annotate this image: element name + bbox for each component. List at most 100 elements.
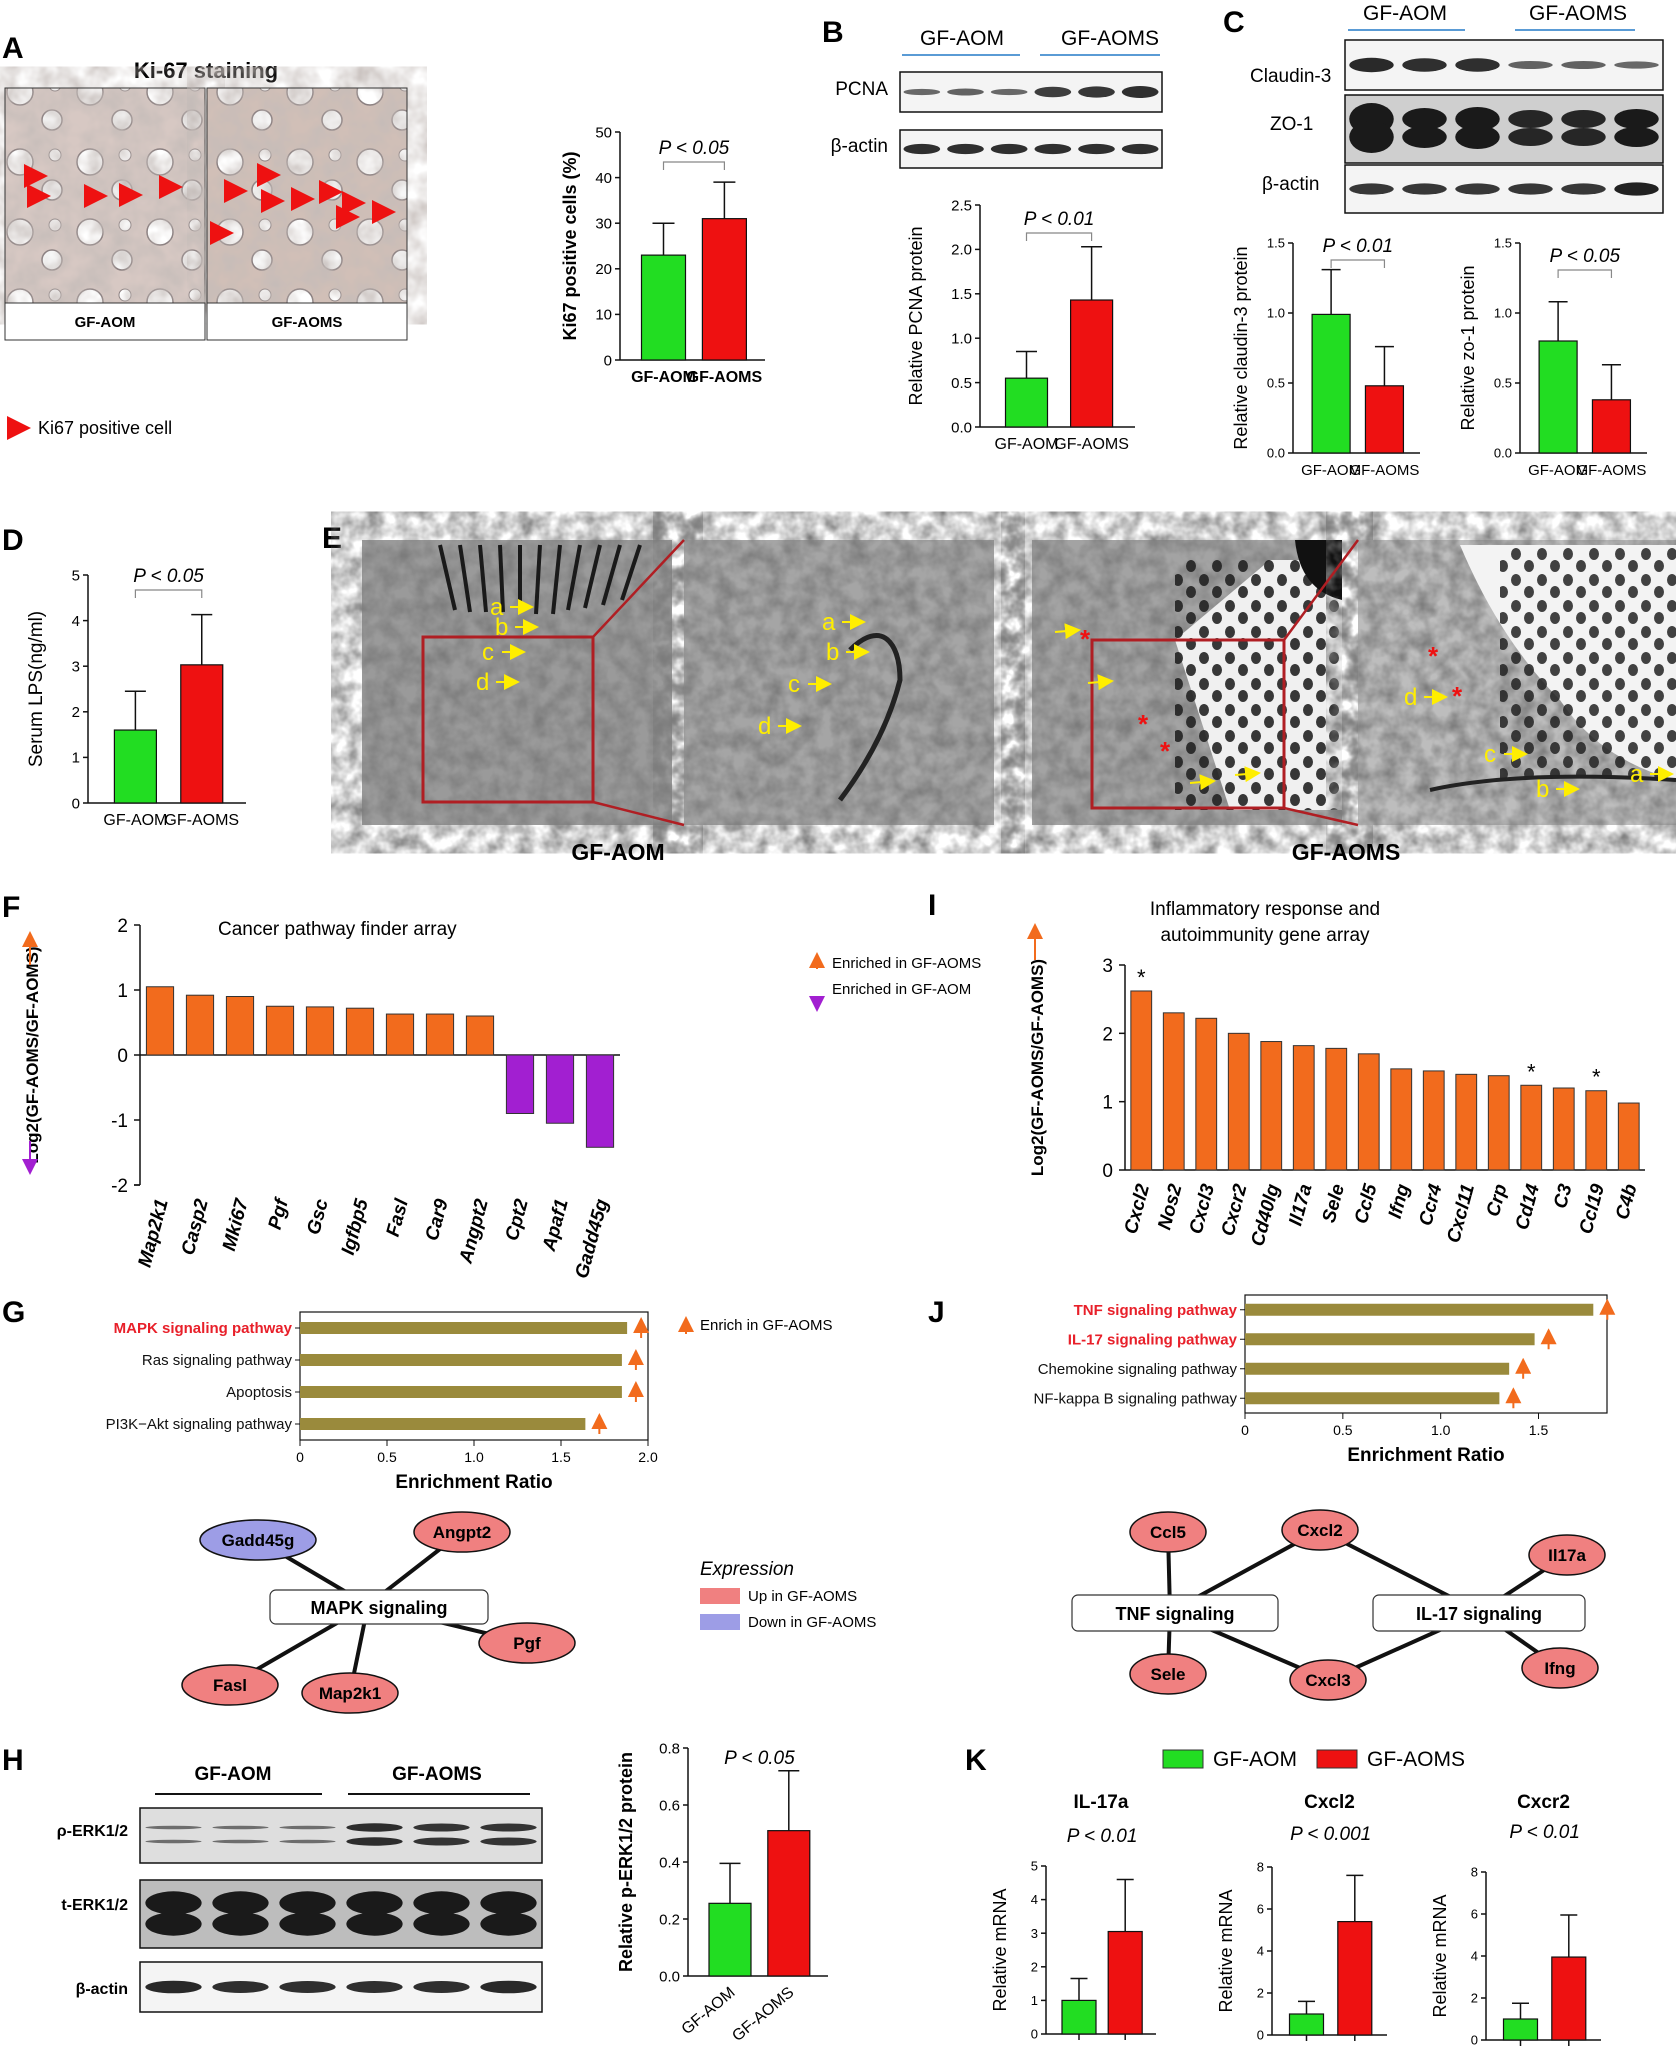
y-tick-label: 1 [72,750,80,767]
blot-band [212,1981,269,1993]
blot-band [145,1839,202,1844]
blot-band [1349,183,1394,195]
enrichment-bar [300,1322,628,1334]
inflammatory-title-line2: autoimmunity gene array [1160,925,1370,946]
blot-band [346,1823,403,1832]
x-tick-label: 0.5 [377,1449,397,1465]
network-node [1129,1653,1207,1695]
significance-bracket [1025,232,1093,241]
em-image-gf-aoms-high [1358,540,1676,825]
x-tick-label: Cpt2 [502,1196,533,1243]
western-blot-c [1344,39,1664,214]
pathway-label: MAPK signaling pathway [114,1320,293,1337]
zo1-bar-chart: 0.0 0.5 1.0 1.5 Relative zo-1 protein GF-AOMG… [1458,236,1647,479]
blot-band [413,1981,470,1993]
legend-enriched-aoms: Enriched in GF-AOMS [832,955,981,972]
y-tick-label: 1.5 [951,286,972,303]
blot-strip [139,1807,543,1864]
bar-cxcr2 [1227,1032,1250,1171]
blot-band [279,1839,336,1844]
blot-band [1455,58,1500,72]
network-hub-label: IL-17 signaling [1416,1604,1542,1624]
bar-gf-aom [708,1902,752,1977]
blot-band [1614,109,1659,129]
y-axis-label: Relative mRNA [1430,1894,1450,2017]
panel-j: J 0 0.5 1.0 1.5 Enrichment Ratio TNF signalin… [928,1294,1616,1701]
bar-ccr4 [1422,1070,1445,1171]
y-tick-label: 1.0 [1267,306,1285,321]
y-axis-label: Serum LPS(ng/ml) [26,611,47,767]
y-tick-label: 2.5 [951,197,972,214]
histology-image-right [206,87,408,304]
x-tick-label: GF-AOM [995,436,1059,453]
em-letter-d: d [476,669,489,696]
x-tick-label: Ccl19 [1576,1181,1610,1236]
bar-ccl5 [1357,1053,1380,1171]
blot-band [145,1891,202,1915]
yellow-arrow-icon [1234,766,1261,783]
x-tick-label: 1.0 [464,1449,484,1465]
y-tick-label: 0 [1257,2028,1264,2043]
x-tick-label: Apaf1 [539,1197,573,1254]
blot-band [1561,110,1606,128]
blot-band [480,1823,537,1832]
x-tick-label: Fasl [383,1196,413,1239]
bar-mki67 [225,996,255,1056]
bar-gf-aoms [1069,299,1114,428]
em-letter-c: c [482,639,494,666]
network-node [199,1519,317,1561]
panel-label-i: I [928,889,936,922]
x-tick-label: Pgf [265,1195,294,1232]
network-node-label: Fasl [213,1676,247,1695]
network-node [301,1672,399,1714]
blot-band [1034,143,1072,155]
network-hub-label: TNF signaling [1116,1604,1235,1624]
y-tick-label: 1 [117,981,128,1002]
network-node [1521,1647,1599,1689]
x-tick-label: GF-AOM [103,812,167,829]
x-tick-label: Angpt2 [455,1196,493,1266]
blot-band [1455,107,1500,131]
blot-strip [139,1961,543,2013]
em-letter-d: d [1404,684,1417,711]
y-tick-label: 0 [604,352,612,369]
blot-strip [899,71,1163,113]
y-tick-label: 1.5 [1267,236,1285,251]
panel-label-g: G [2,1296,25,1329]
y-tick-label: 0.4 [659,1854,680,1871]
western-blot-b [899,71,1163,169]
x-tick-label: Ccl5 [1351,1181,1382,1226]
y-tick-label: 2 [117,916,128,937]
panel-c: C GF-AOM GF-AOMS Claudin-3 ZO-1 β-actin … [1223,2,1664,479]
blot-band [480,1912,537,1936]
x-tick-label: GF-AOM [1301,462,1361,479]
svg-text:*: * [1452,681,1463,711]
p-value: P < 0.05 [659,138,730,159]
y-tick-label: 4 [1031,1892,1038,1907]
network-node [1129,1511,1207,1553]
caption-gf-aom-a: GF-AOM [75,314,136,331]
x-tick-label: Crp [1483,1182,1512,1219]
plot-frame [1244,1294,1608,1414]
y-tick-label: 0 [117,1046,128,1067]
x-tick-label: GF-AOMS [729,1984,797,2045]
y-tick-label: 0 [72,795,80,812]
chart-title: Cxcl2 [1304,1792,1355,1813]
blot-band [279,1981,336,1993]
network-node-label: Pgf [513,1634,541,1653]
bar-igfbp5 [345,1007,375,1056]
network-node [181,1664,279,1706]
significance-bracket [134,589,203,598]
bar-gf-aom [113,729,158,804]
blot-band [1402,126,1447,148]
bar-casp2 [185,994,215,1056]
blot-band [413,1823,470,1832]
blot-band [1508,61,1553,69]
enrichment-bar [1245,1362,1510,1375]
x-tick-label: Ccr4 [1415,1181,1446,1228]
tnf-enrichment-chart: 0 0.5 1.0 1.5 Enrichment Ratio TNF signaling … [1034,1294,1616,1466]
legend-up-text: Up in GF-AOMS [748,1588,857,1605]
enrichment-bar [300,1418,586,1430]
bar-gf-aom [1502,2018,1539,2041]
